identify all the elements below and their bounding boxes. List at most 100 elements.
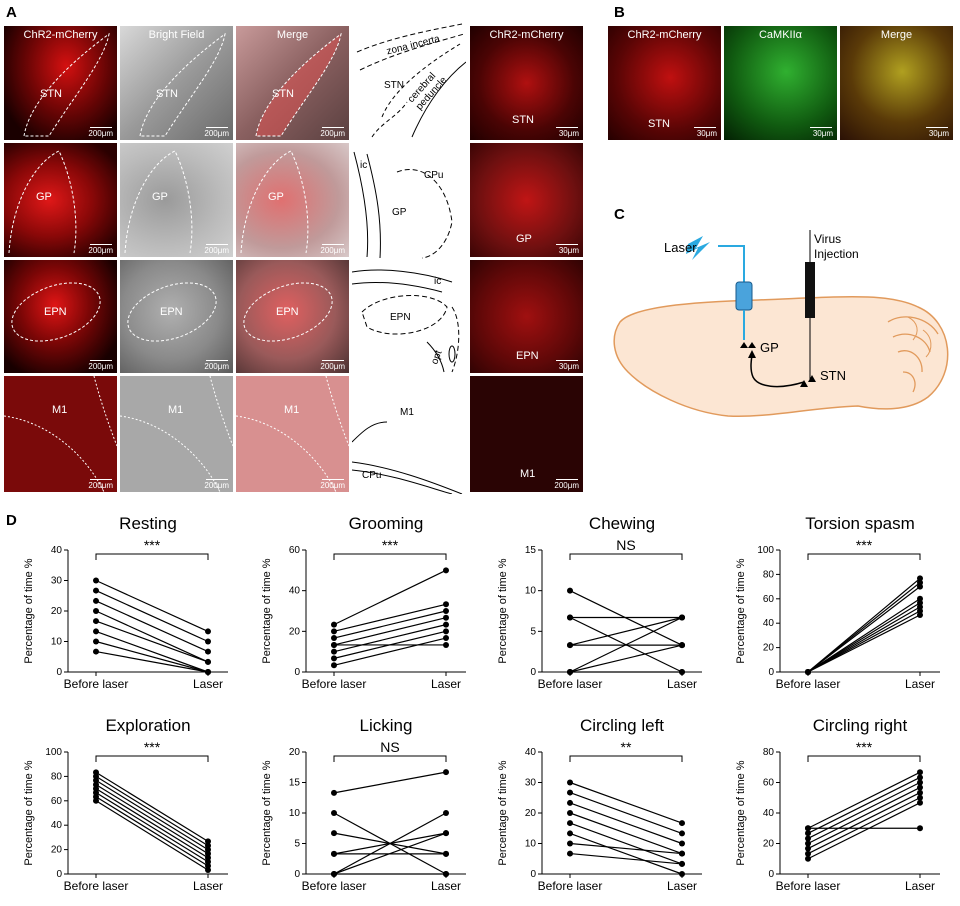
panel-letter-d: D — [6, 512, 17, 529]
data-point — [205, 628, 211, 635]
x-tick-label: Before laser — [776, 879, 841, 893]
chart-title: Resting — [119, 514, 177, 533]
data-point — [331, 628, 337, 635]
y-tick-label: 80 — [763, 747, 775, 758]
merge-image-gp: GP 200μm — [236, 143, 349, 257]
y-tick-label: 0 — [768, 667, 774, 678]
scale-bar — [810, 127, 832, 128]
y-tick-label: 80 — [51, 771, 63, 782]
atlas-schematic: zona incerta STN cerebral peduncle ic CP… — [352, 22, 466, 494]
scale-bar — [206, 360, 228, 361]
paired-line — [807, 776, 921, 834]
zoom-image-stn: ChR2-mCherry STN 30μm — [470, 26, 583, 140]
scale-label: 200μm — [204, 362, 229, 371]
data-point — [917, 769, 923, 776]
significance-bracket — [807, 755, 921, 762]
data-point — [567, 799, 573, 806]
paired-line — [95, 779, 209, 851]
paired-line — [95, 620, 209, 663]
y-tick-label: 20 — [51, 845, 63, 856]
column-title-merge: Merge — [276, 29, 309, 41]
data-point — [331, 621, 337, 628]
paired-line — [95, 784, 209, 855]
chart-title: Circling left — [579, 716, 665, 735]
data-point — [805, 855, 811, 862]
paired-line — [569, 832, 683, 875]
data-point — [331, 641, 337, 648]
y-tick-label: 5 — [530, 626, 536, 637]
y-tick-label: 30 — [51, 576, 63, 587]
y-tick-label: 15 — [525, 545, 537, 556]
data-point — [679, 820, 685, 827]
paired-line — [569, 616, 683, 646]
red-image-stn: ChR2-mCherry STN 200μm — [4, 26, 117, 140]
x-tick-label: Laser — [193, 879, 223, 893]
data-point — [443, 871, 449, 877]
data-point — [93, 577, 99, 584]
significance-bracket — [95, 553, 209, 560]
scale-label: 200μm — [88, 481, 113, 490]
paired-line — [807, 781, 921, 840]
data-point — [443, 614, 449, 621]
data-point — [679, 840, 685, 847]
data-point — [93, 638, 99, 645]
chart-title: Circling right — [812, 716, 908, 735]
paired-line — [333, 603, 447, 632]
paired-line — [333, 569, 447, 626]
scale-bar — [322, 244, 344, 245]
merge-image-m1: M1 200μm — [236, 376, 349, 492]
region-label-m1: M1 — [52, 404, 68, 416]
paired-line — [569, 822, 683, 865]
y-tick-label: 10 — [525, 839, 537, 850]
paired-line — [569, 802, 683, 845]
data-point — [567, 830, 573, 837]
x-tick-label: Before laser — [538, 879, 603, 893]
data-point — [567, 840, 573, 847]
region-label-m1: M1 — [168, 404, 184, 416]
region-label-stn: STN — [272, 88, 294, 100]
data-point — [205, 648, 211, 655]
data-point — [917, 784, 923, 791]
chart-circling-left: Circling left 0 10 20 30 40 Before laser Laser P… — [492, 714, 718, 900]
paired-line — [569, 781, 683, 824]
scale-bar — [556, 360, 578, 361]
data-point — [205, 850, 211, 857]
paired-line — [807, 797, 921, 855]
data-point — [205, 862, 211, 869]
scale-bar — [322, 479, 344, 480]
column-title-bright-field: Bright Field — [148, 29, 205, 41]
data-point — [443, 769, 449, 776]
y-tick-label: 40 — [51, 545, 63, 556]
chart-chewing: Chewing 0 5 10 15 Before laser Laser Percentage… — [492, 512, 718, 698]
data-point — [205, 866, 211, 873]
data-point — [331, 789, 337, 796]
region-label-gp: GP — [36, 191, 52, 203]
data-point — [331, 655, 337, 662]
significance-bracket — [569, 755, 683, 762]
y-axis-label: Percentage of time % — [735, 760, 747, 865]
scale-label: 30μm — [558, 362, 579, 371]
data-point — [93, 618, 99, 625]
region-label-epn: EPN — [160, 306, 183, 318]
data-point — [679, 860, 685, 867]
paired-line — [569, 616, 683, 673]
atlas-label-m1: M1 — [400, 407, 414, 418]
data-point — [93, 628, 99, 635]
scale-bar — [206, 244, 228, 245]
data-point — [917, 612, 923, 619]
chart-svg: 0 20 40 60 80 Before laser Laser Percentage of … — [735, 739, 940, 893]
data-point — [443, 628, 449, 635]
data-point — [679, 642, 685, 649]
y-tick-label: 0 — [530, 869, 536, 880]
chart-title: Grooming — [348, 514, 424, 533]
region-label-gp: GP — [268, 191, 284, 203]
merge-image-epn: EPN 200μm — [236, 260, 349, 373]
significance-bracket — [807, 553, 921, 560]
data-point — [917, 599, 923, 606]
significance-label: ** — [621, 739, 632, 755]
scale-label: 200μm — [204, 129, 229, 138]
data-point — [93, 789, 99, 796]
atlas-label-cpu: CPu — [362, 470, 382, 481]
scale-bar — [926, 127, 948, 128]
panel-letter-b: B — [614, 4, 625, 21]
